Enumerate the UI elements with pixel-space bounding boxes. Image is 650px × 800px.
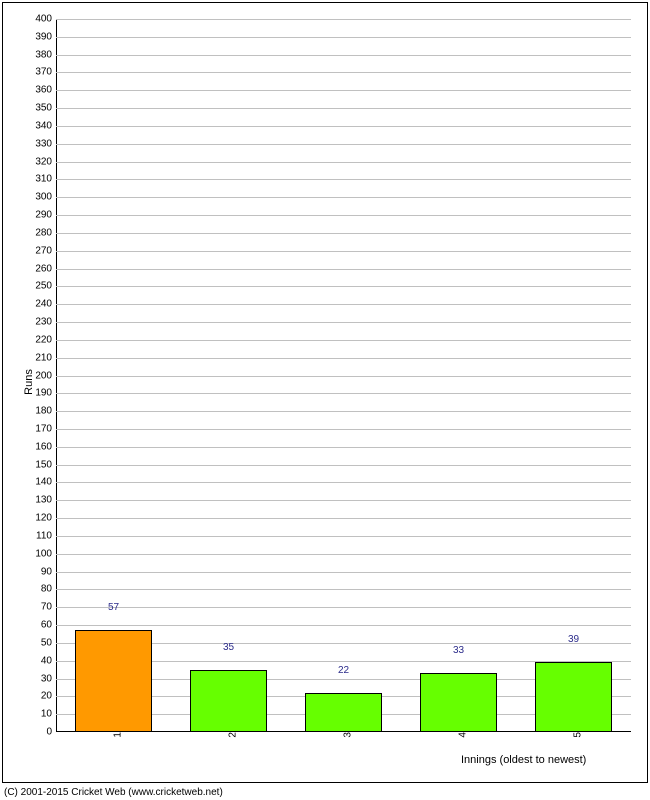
grid-line xyxy=(56,518,631,519)
y-tick-label: 240 xyxy=(35,299,56,310)
y-tick-label: 360 xyxy=(35,85,56,96)
y-tick-label: 30 xyxy=(41,673,56,684)
y-tick-label: 370 xyxy=(35,67,56,78)
y-tick-label: 40 xyxy=(41,655,56,666)
grid-line xyxy=(56,482,631,483)
grid-line xyxy=(56,108,631,109)
grid-line xyxy=(56,447,631,448)
grid-line xyxy=(56,90,631,91)
grid-line xyxy=(56,607,631,608)
grid-line xyxy=(56,589,631,590)
chart-container: 0 10 20 30 40 50 60 70 80 90 100 110 120 130 140 150 160… xyxy=(0,0,650,800)
bar-value-label: 33 xyxy=(453,645,464,659)
bar xyxy=(535,662,612,732)
y-tick-label: 90 xyxy=(41,566,56,577)
chart-frame: 0 10 20 30 40 50 60 70 80 90 100 110 120 130 140 150 160… xyxy=(2,2,648,783)
y-tick-label: 320 xyxy=(35,156,56,167)
grid-line xyxy=(56,37,631,38)
bar xyxy=(75,630,152,732)
bar xyxy=(190,670,267,732)
x-axis-label: Innings (oldest to newest) xyxy=(461,754,586,766)
y-tick-label: 140 xyxy=(35,477,56,488)
grid-line xyxy=(56,304,631,305)
y-tick-label: 80 xyxy=(41,584,56,595)
x-tick-label: 1 xyxy=(104,732,123,738)
y-tick-label: 130 xyxy=(35,495,56,506)
y-tick-label: 280 xyxy=(35,227,56,238)
y-tick-label: 290 xyxy=(35,210,56,221)
y-tick-label: 270 xyxy=(35,245,56,256)
y-tick-label: 300 xyxy=(35,192,56,203)
y-axis-label: Runs xyxy=(23,369,35,395)
y-tick-label: 330 xyxy=(35,138,56,149)
grid-line xyxy=(56,411,631,412)
copyright-text: (C) 2001-2015 Cricket Web (www.cricketwe… xyxy=(4,787,223,798)
y-tick-label: 20 xyxy=(41,691,56,702)
grid-line xyxy=(56,572,631,573)
y-tick-label: 260 xyxy=(35,263,56,274)
bar xyxy=(420,673,497,732)
y-tick-label: 250 xyxy=(35,281,56,292)
grid-line xyxy=(56,340,631,341)
grid-line xyxy=(56,72,631,73)
grid-line xyxy=(56,376,631,377)
grid-line xyxy=(56,429,631,430)
grid-line xyxy=(56,19,631,20)
y-tick-label: 350 xyxy=(35,103,56,114)
y-tick-label: 150 xyxy=(35,459,56,470)
y-tick-label: 160 xyxy=(35,441,56,452)
y-tick-label: 180 xyxy=(35,406,56,417)
grid-line xyxy=(56,162,631,163)
y-tick-label: 10 xyxy=(41,709,56,720)
y-tick-label: 190 xyxy=(35,388,56,399)
y-tick-label: 230 xyxy=(35,317,56,328)
y-tick-label: 400 xyxy=(35,14,56,25)
y-tick-label: 220 xyxy=(35,334,56,345)
grid-line xyxy=(56,625,631,626)
y-tick-label: 390 xyxy=(35,31,56,42)
y-tick-label: 310 xyxy=(35,174,56,185)
y-tick-label: 100 xyxy=(35,548,56,559)
grid-line xyxy=(56,465,631,466)
y-tick-label: 200 xyxy=(35,370,56,381)
grid-line xyxy=(56,269,631,270)
plot-area: 0102030405060708090100110120130140150160… xyxy=(56,19,631,732)
y-tick-label: 70 xyxy=(41,602,56,613)
x-tick-label: 5 xyxy=(564,732,583,738)
grid-line xyxy=(56,233,631,234)
x-tick-label: 4 xyxy=(449,732,468,738)
y-tick-label: 50 xyxy=(41,637,56,648)
grid-line xyxy=(56,55,631,56)
y-tick-label: 60 xyxy=(41,620,56,631)
bar-value-label: 57 xyxy=(108,602,119,616)
y-tick-label: 0 xyxy=(46,727,56,738)
y-tick-label: 210 xyxy=(35,352,56,363)
grid-line xyxy=(56,393,631,394)
y-tick-label: 110 xyxy=(36,530,56,541)
grid-line xyxy=(56,251,631,252)
grid-line xyxy=(56,500,631,501)
bar-value-label: 22 xyxy=(338,665,349,679)
y-tick-label: 380 xyxy=(35,49,56,60)
grid-line xyxy=(56,554,631,555)
x-tick-label: 2 xyxy=(219,732,238,738)
grid-line xyxy=(56,215,631,216)
bar-value-label: 35 xyxy=(223,642,234,656)
grid-line xyxy=(56,197,631,198)
x-tick-label: 3 xyxy=(334,732,353,738)
y-tick-label: 340 xyxy=(35,120,56,131)
bar xyxy=(305,693,382,732)
grid-line xyxy=(56,126,631,127)
y-tick-label: 120 xyxy=(35,513,56,524)
grid-line xyxy=(56,322,631,323)
grid-line xyxy=(56,144,631,145)
grid-line xyxy=(56,286,631,287)
grid-line xyxy=(56,536,631,537)
y-tick-label: 170 xyxy=(35,423,56,434)
grid-line xyxy=(56,179,631,180)
bar-value-label: 39 xyxy=(568,634,579,648)
grid-line xyxy=(56,358,631,359)
